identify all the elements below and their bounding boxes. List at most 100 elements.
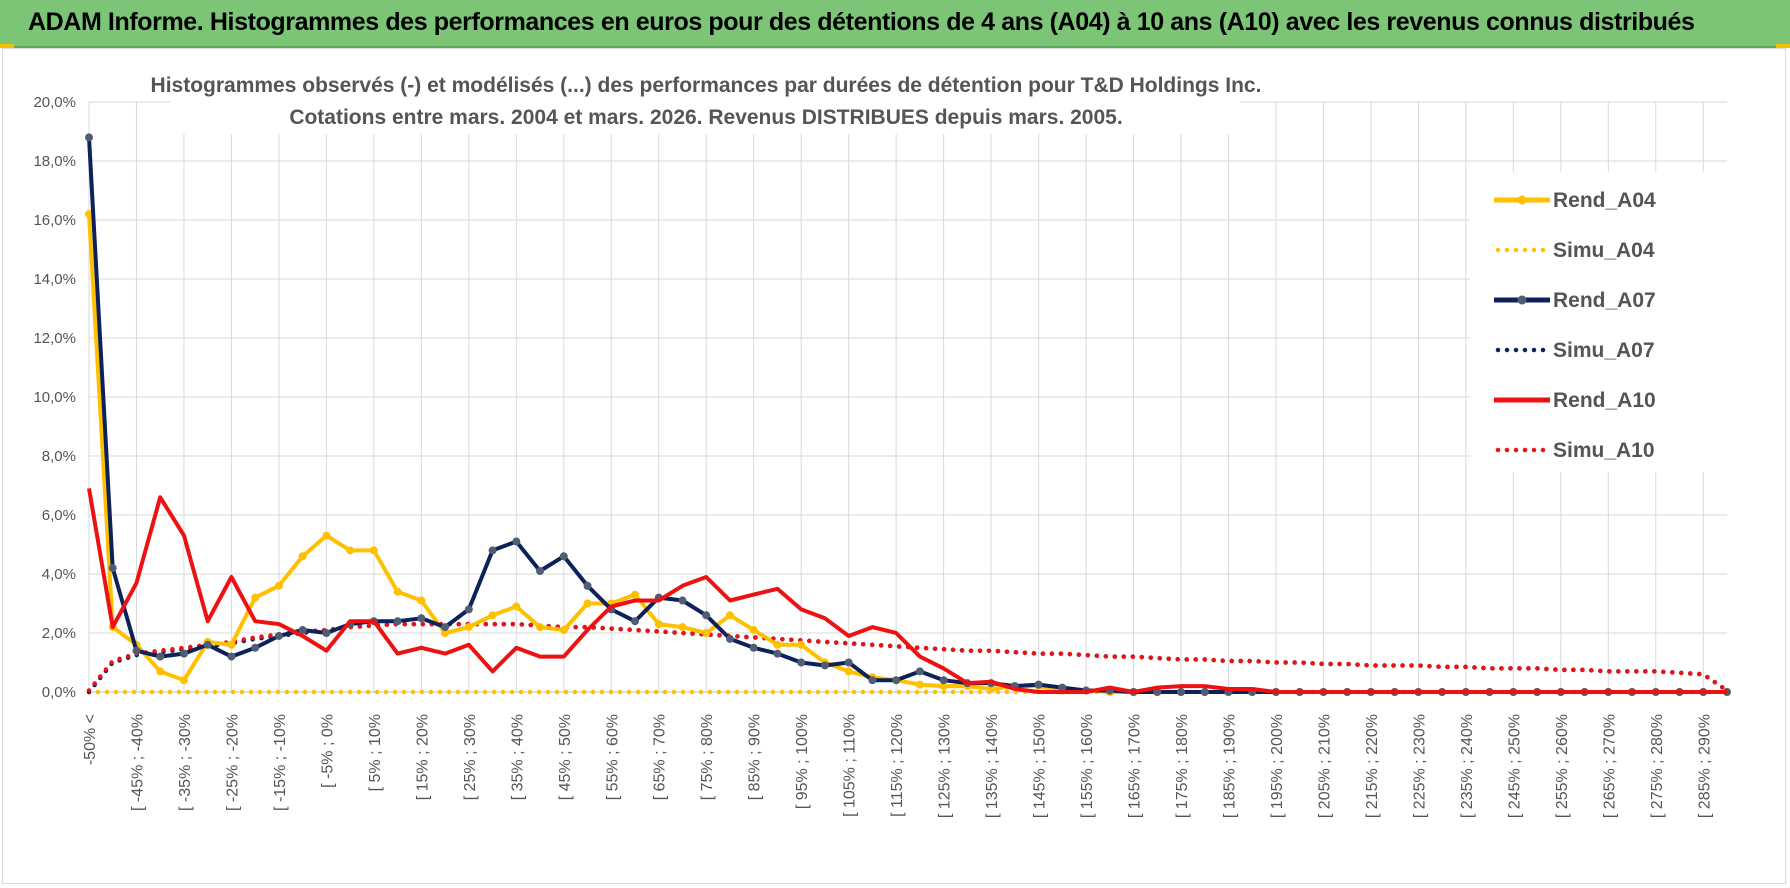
x-tick-label: [ 265% ; 270% <box>1601 714 1618 818</box>
x-tick-label: [ 95% ; 100% <box>794 714 811 809</box>
data-point <box>702 611 711 620</box>
x-tick-label: -50% < <box>82 714 99 765</box>
data-point <box>749 643 758 652</box>
data-point <box>678 596 687 605</box>
data-point <box>227 652 236 661</box>
data-point <box>393 617 402 626</box>
chart-title-line2: Cotations entre mars. 2004 et mars. 2026… <box>289 106 1122 129</box>
data-point <box>346 546 355 555</box>
data-point <box>559 626 568 635</box>
data-point <box>583 599 592 608</box>
series-line <box>87 488 1727 694</box>
x-tick-label: [ 135% ; 140% <box>984 714 1001 818</box>
y-tick-label: 18,0% <box>33 153 76 170</box>
data-point <box>464 623 473 632</box>
x-tick-label: [ 25% ; 30% <box>462 714 479 800</box>
data-point <box>132 646 141 655</box>
legend-item-simu-a10: Simu_A10 <box>1495 439 1655 462</box>
x-tick-label: [ 155% ; 160% <box>1079 714 1096 818</box>
y-tick-label: 14,0% <box>33 271 76 288</box>
y-tick-label: 16,0% <box>33 212 76 229</box>
data-point <box>156 667 165 676</box>
x-tick-label: [ 175% ; 180% <box>1174 714 1191 818</box>
y-tick-label: 12,0% <box>33 330 76 347</box>
data-point <box>227 640 236 649</box>
x-tick-label: [ 205% ; 210% <box>1316 714 1333 818</box>
data-point <box>725 611 734 620</box>
x-tick-label: [ 55% ; 60% <box>604 714 621 800</box>
data-point <box>678 623 687 632</box>
y-tick-label: 0,0% <box>42 684 76 701</box>
data-point <box>844 667 853 676</box>
x-axis-ticks: -50% < [ -45% ; -40% [ -35% ; -30% [ -25% ;… <box>82 714 1713 818</box>
x-tick-label: [ -5% ; 0% <box>319 714 336 788</box>
data-point <box>274 581 283 590</box>
data-point <box>536 567 545 576</box>
chart-title-line1: Histogrammes observés (-) et modélisés (… <box>151 74 1262 97</box>
data-point <box>939 676 948 685</box>
data-point <box>488 546 497 555</box>
data-point <box>797 658 806 667</box>
data-point <box>915 667 924 676</box>
x-tick-label: [ 105% ; 110% <box>842 714 859 817</box>
y-tick-label: 6,0% <box>42 507 76 524</box>
data-point <box>654 620 663 629</box>
x-tick-label: [ -35% ; -30% <box>177 714 194 811</box>
data-point <box>85 133 93 142</box>
data-point <box>108 564 117 573</box>
data-point <box>559 552 568 561</box>
data-point <box>179 649 188 658</box>
x-tick-label: [ 115% ; 120% <box>889 714 906 817</box>
data-point <box>322 629 331 637</box>
data-point <box>298 552 307 561</box>
data-point <box>725 634 734 643</box>
data-point <box>274 631 283 640</box>
data-point <box>583 581 592 590</box>
data-point <box>868 676 877 685</box>
data-point <box>298 626 307 635</box>
data-point <box>749 626 758 635</box>
x-tick-label: [ 45% ; 50% <box>557 714 574 800</box>
x-tick-label: [ 285% ; 290% <box>1696 714 1713 818</box>
data-point <box>251 643 260 652</box>
y-tick-label: 4,0% <box>42 566 76 583</box>
x-tick-label: [ 245% ; 250% <box>1506 714 1523 818</box>
data-point <box>987 685 996 694</box>
y-tick-label: 10,0% <box>33 389 76 406</box>
x-tick-label: [ 215% ; 220% <box>1364 714 1381 818</box>
x-tick-label: [ 255% ; 260% <box>1554 714 1571 818</box>
data-point <box>512 602 521 611</box>
legend-item-rend-a07: Rend_A07 <box>1494 289 1656 312</box>
data-point <box>322 531 331 540</box>
report-banner: ADAM Informe. Histogrammes des performan… <box>0 0 1790 48</box>
data-point <box>939 682 948 691</box>
x-tick-label: [ 225% ; 230% <box>1411 714 1428 818</box>
data-point <box>1034 680 1043 689</box>
x-tick-label: [ 235% ; 240% <box>1459 714 1476 818</box>
data-point <box>536 623 545 632</box>
data-point <box>251 593 260 602</box>
data-point <box>393 587 402 596</box>
legend-item-rend-a04: Rend_A04 <box>1494 189 1656 212</box>
legend-label: Rend_A10 <box>1553 389 1656 412</box>
legend-marker <box>1517 195 1527 205</box>
data-point <box>773 649 782 658</box>
legend-label: Simu_A04 <box>1553 239 1655 262</box>
x-tick-label: [ 65% ; 70% <box>652 714 669 800</box>
data-point <box>85 210 93 219</box>
chart-title-group: Histogrammes observés (-) et modélisés (… <box>151 66 1262 134</box>
data-point <box>773 640 782 649</box>
data-point <box>156 652 165 661</box>
series-rend-a10 <box>87 488 1727 694</box>
legend-item-simu-a07: Simu_A07 <box>1495 339 1655 362</box>
data-point <box>488 611 497 620</box>
legend-label: Rend_A07 <box>1553 289 1656 312</box>
chart-frame <box>2 48 1786 884</box>
x-tick-label: [ -45% ; -40% <box>129 714 146 811</box>
x-tick-label: [ 15% ; 20% <box>414 714 431 800</box>
data-point <box>631 590 639 599</box>
data-point <box>179 676 188 685</box>
gridlines <box>88 101 1727 693</box>
x-tick-label: [ -25% ; -20% <box>224 714 241 811</box>
